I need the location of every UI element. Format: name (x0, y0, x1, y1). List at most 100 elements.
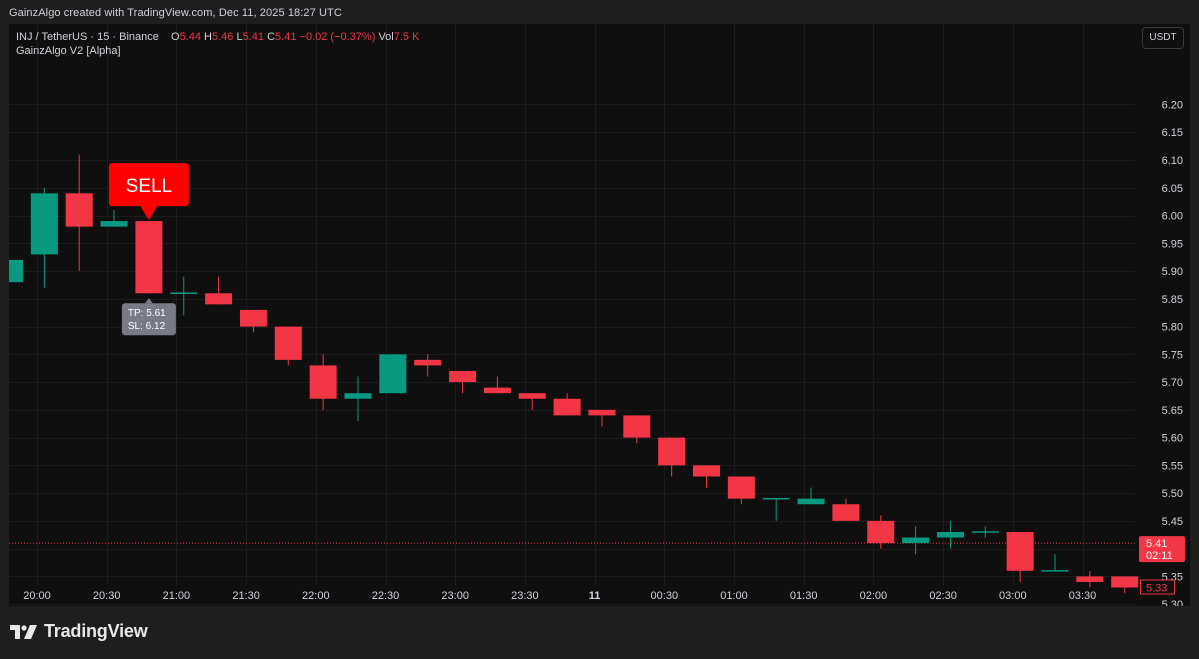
candle-body (588, 409, 616, 416)
candle-body (797, 498, 825, 505)
x-tick-label: 11 (589, 590, 601, 602)
candle (553, 393, 581, 416)
tooltip-box (121, 303, 176, 336)
candle (100, 209, 128, 227)
candle-body (30, 193, 58, 255)
candle-body (9, 259, 23, 283)
y-tick-label: 6.00 (1162, 211, 1183, 223)
candle (309, 354, 337, 410)
candle-body (483, 387, 511, 394)
candle-body (762, 497, 790, 500)
volume-value: 7.5 K (393, 31, 420, 43)
candle-body (693, 465, 720, 477)
symbol-name[interactable]: INJ / TetherUS · 15 · Binance (16, 31, 159, 43)
chart-panel[interactable]: 5.255.305.355.405.455.505.555.605.655.70… (9, 24, 1190, 606)
candle (483, 376, 511, 394)
candle (727, 476, 755, 505)
candle (414, 354, 442, 377)
y-tick-label: 6.20 (1162, 99, 1183, 111)
candle (65, 154, 93, 272)
tradingview-footer: TradingView (10, 621, 148, 642)
candle-body (1006, 531, 1034, 571)
indicator-legend[interactable]: GainzAlgo V2 [Alpha] (16, 45, 121, 57)
candle-body (971, 531, 999, 533)
y-tick-label: 5.55 (1162, 460, 1183, 472)
sell-label-text: SELL (126, 176, 172, 197)
x-tick-label: 03:00 (999, 590, 1027, 602)
candle (30, 187, 58, 288)
candle (1076, 570, 1104, 588)
candle (274, 326, 302, 366)
low-label: L (236, 31, 243, 43)
candle-body (449, 370, 477, 383)
sell-label-box (108, 163, 189, 207)
x-tick-label: 22:00 (302, 590, 330, 602)
x-tick-label: 20:30 (93, 590, 121, 602)
candle-body (936, 531, 964, 538)
y-tick-label: 5.65 (1162, 405, 1183, 417)
tradingview-logo-icon (10, 624, 37, 639)
x-tick-label: 01:30 (790, 590, 818, 602)
tradingview-brand: TradingView (44, 621, 148, 641)
x-tick-label: 02:30 (929, 590, 957, 602)
y-tick-label: 5.30 (1162, 599, 1183, 606)
candle (971, 526, 999, 538)
open-value: 5.44 (179, 31, 201, 43)
x-tick-label: 22:30 (372, 590, 400, 602)
candle (239, 309, 267, 333)
candle (379, 354, 407, 394)
candle-body (623, 415, 651, 438)
candle (9, 259, 23, 283)
candle-body (832, 504, 860, 521)
candle (135, 221, 163, 294)
level-label: 5.33 (1146, 583, 1167, 595)
candle (1006, 531, 1034, 582)
volume-label: Vol (378, 31, 394, 43)
candle (205, 276, 233, 305)
level-label-box (1140, 579, 1175, 595)
candle-body (100, 221, 128, 227)
candle (170, 276, 198, 316)
candle (623, 415, 651, 444)
high-value: 5.46 (212, 31, 234, 43)
candle-body (518, 393, 546, 399)
candle-body (344, 393, 372, 399)
candle (832, 498, 860, 521)
candle-body (135, 221, 163, 294)
candle (762, 497, 790, 521)
grid-lines (9, 24, 1135, 605)
x-tick-label: 01:00 (720, 590, 748, 602)
candle-body (902, 537, 930, 544)
chart-caption: GainzAlgo created with TradingView.com, … (9, 7, 342, 19)
countdown-label: 02:11 (1146, 550, 1173, 562)
y-tick-label: 6.10 (1162, 155, 1183, 167)
candle-body (414, 359, 442, 366)
candle-body (274, 326, 302, 360)
open-label: O (171, 31, 180, 43)
y-tick-label: 5.75 (1162, 349, 1183, 361)
candle-body (309, 365, 337, 399)
candle (1041, 554, 1069, 572)
candle (1111, 576, 1139, 594)
x-tick-label: 21:30 (232, 590, 260, 602)
y-tick-label: 5.85 (1162, 294, 1183, 306)
y-tick-label: 5.60 (1162, 433, 1183, 445)
candle (797, 487, 825, 505)
candle-body (65, 193, 93, 227)
candle (344, 376, 372, 421)
x-tick-label: 23:30 (511, 590, 539, 602)
x-tick-label: 21:00 (163, 590, 191, 602)
candle (936, 520, 964, 549)
candle (693, 465, 720, 488)
candlestick-chart[interactable]: 5.255.305.355.405.455.505.555.605.655.70… (9, 24, 1190, 606)
candle-body (205, 293, 233, 305)
currency-button[interactable]: USDT (1142, 27, 1184, 49)
y-tick-label: 6.15 (1162, 127, 1183, 139)
change-value: −0.02 (−0.37%) (299, 31, 376, 43)
y-tick-label: 6.05 (1162, 183, 1183, 195)
candle-body (239, 309, 267, 327)
candle-body (727, 476, 755, 499)
x-tick-label: 20:00 (23, 590, 51, 602)
candle-body (1076, 576, 1104, 582)
y-tick-label: 5.80 (1162, 322, 1183, 334)
